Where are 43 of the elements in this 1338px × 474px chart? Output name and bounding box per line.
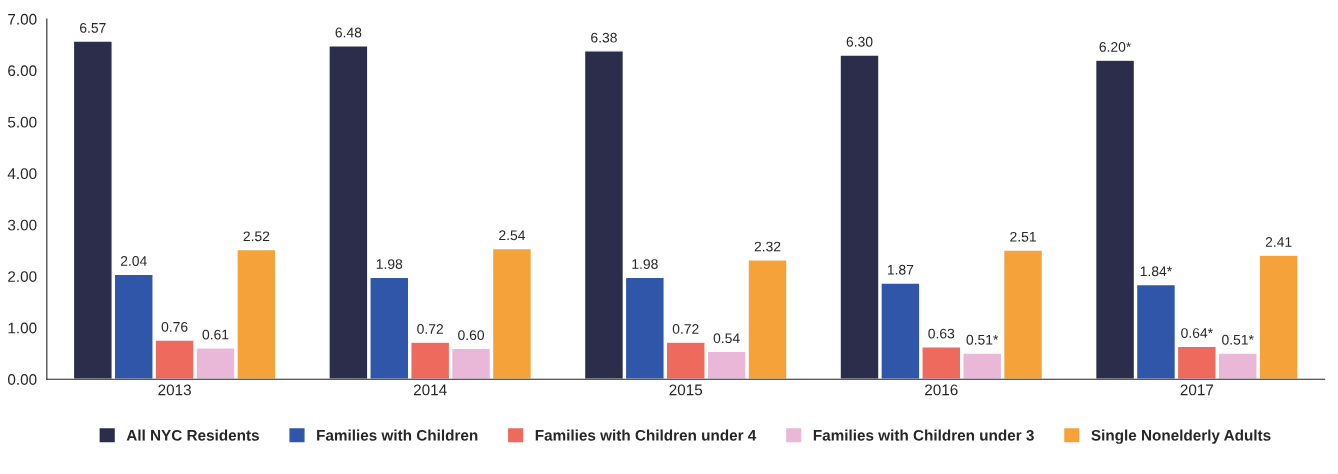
data-label: 0.51* [966, 334, 999, 345]
data-label: 1.84* [1140, 266, 1172, 277]
y-tick-label: 5.00 [7, 116, 37, 128]
data-label: 0.72 [417, 324, 443, 334]
data-label: 0.51* [1222, 334, 1254, 345]
y-tick-label: 4.00 [7, 168, 37, 180]
data-label: 2.52 [243, 231, 270, 242]
y-tick-label: 0.00 [7, 374, 37, 385]
data-label: 0.63 [928, 328, 955, 339]
x-tick-label: 2016 [925, 384, 958, 396]
data-label: 1.98 [376, 259, 403, 269]
data-label: 1.87 [887, 264, 914, 275]
data-label: 0.64* [1181, 328, 1213, 338]
data-label: 0.72 [672, 324, 699, 334]
x-tick-label: 2015 [669, 384, 703, 396]
legend-label: All NYC Residents [126, 429, 259, 441]
data-label: 1.98 [632, 259, 658, 269]
data-label: 0.54 [713, 333, 740, 344]
legend-label: Single Nonelderly Adults [1091, 429, 1271, 444]
x-tick-label: 2017 [1180, 384, 1214, 396]
legend-label: Families with Children under 3 [813, 429, 1034, 441]
data-label: 2.54 [499, 230, 526, 241]
x-tick-label: 2013 [158, 384, 191, 396]
data-label: 0.60 [458, 330, 485, 341]
data-label: 6.30 [846, 36, 873, 47]
data-label: 2.32 [754, 241, 781, 252]
y-tick-label: 1.00 [8, 322, 37, 334]
y-tick-label: 6.00 [8, 65, 37, 77]
data-label: 2.04 [120, 256, 147, 266]
y-tick-label: 2.00 [8, 271, 37, 282]
y-tick-label: 3.00 [7, 219, 37, 231]
y-tick-label: 7.00 [8, 13, 37, 25]
x-tick-label: 2014 [413, 384, 447, 396]
legend-label: Families with Children [317, 429, 478, 441]
data-label: 2.41 [1265, 237, 1292, 247]
data-label: 6.20* [1099, 41, 1132, 52]
legend-label: Families with Children under 4 [535, 429, 757, 441]
data-label: 6.57 [80, 22, 106, 33]
data-label: 0.61 [202, 329, 229, 340]
data-label: 6.48 [335, 27, 362, 38]
data-label: 0.76 [161, 321, 188, 332]
data-label: 6.38 [591, 32, 617, 43]
data-label: 2.51 [1010, 231, 1036, 242]
